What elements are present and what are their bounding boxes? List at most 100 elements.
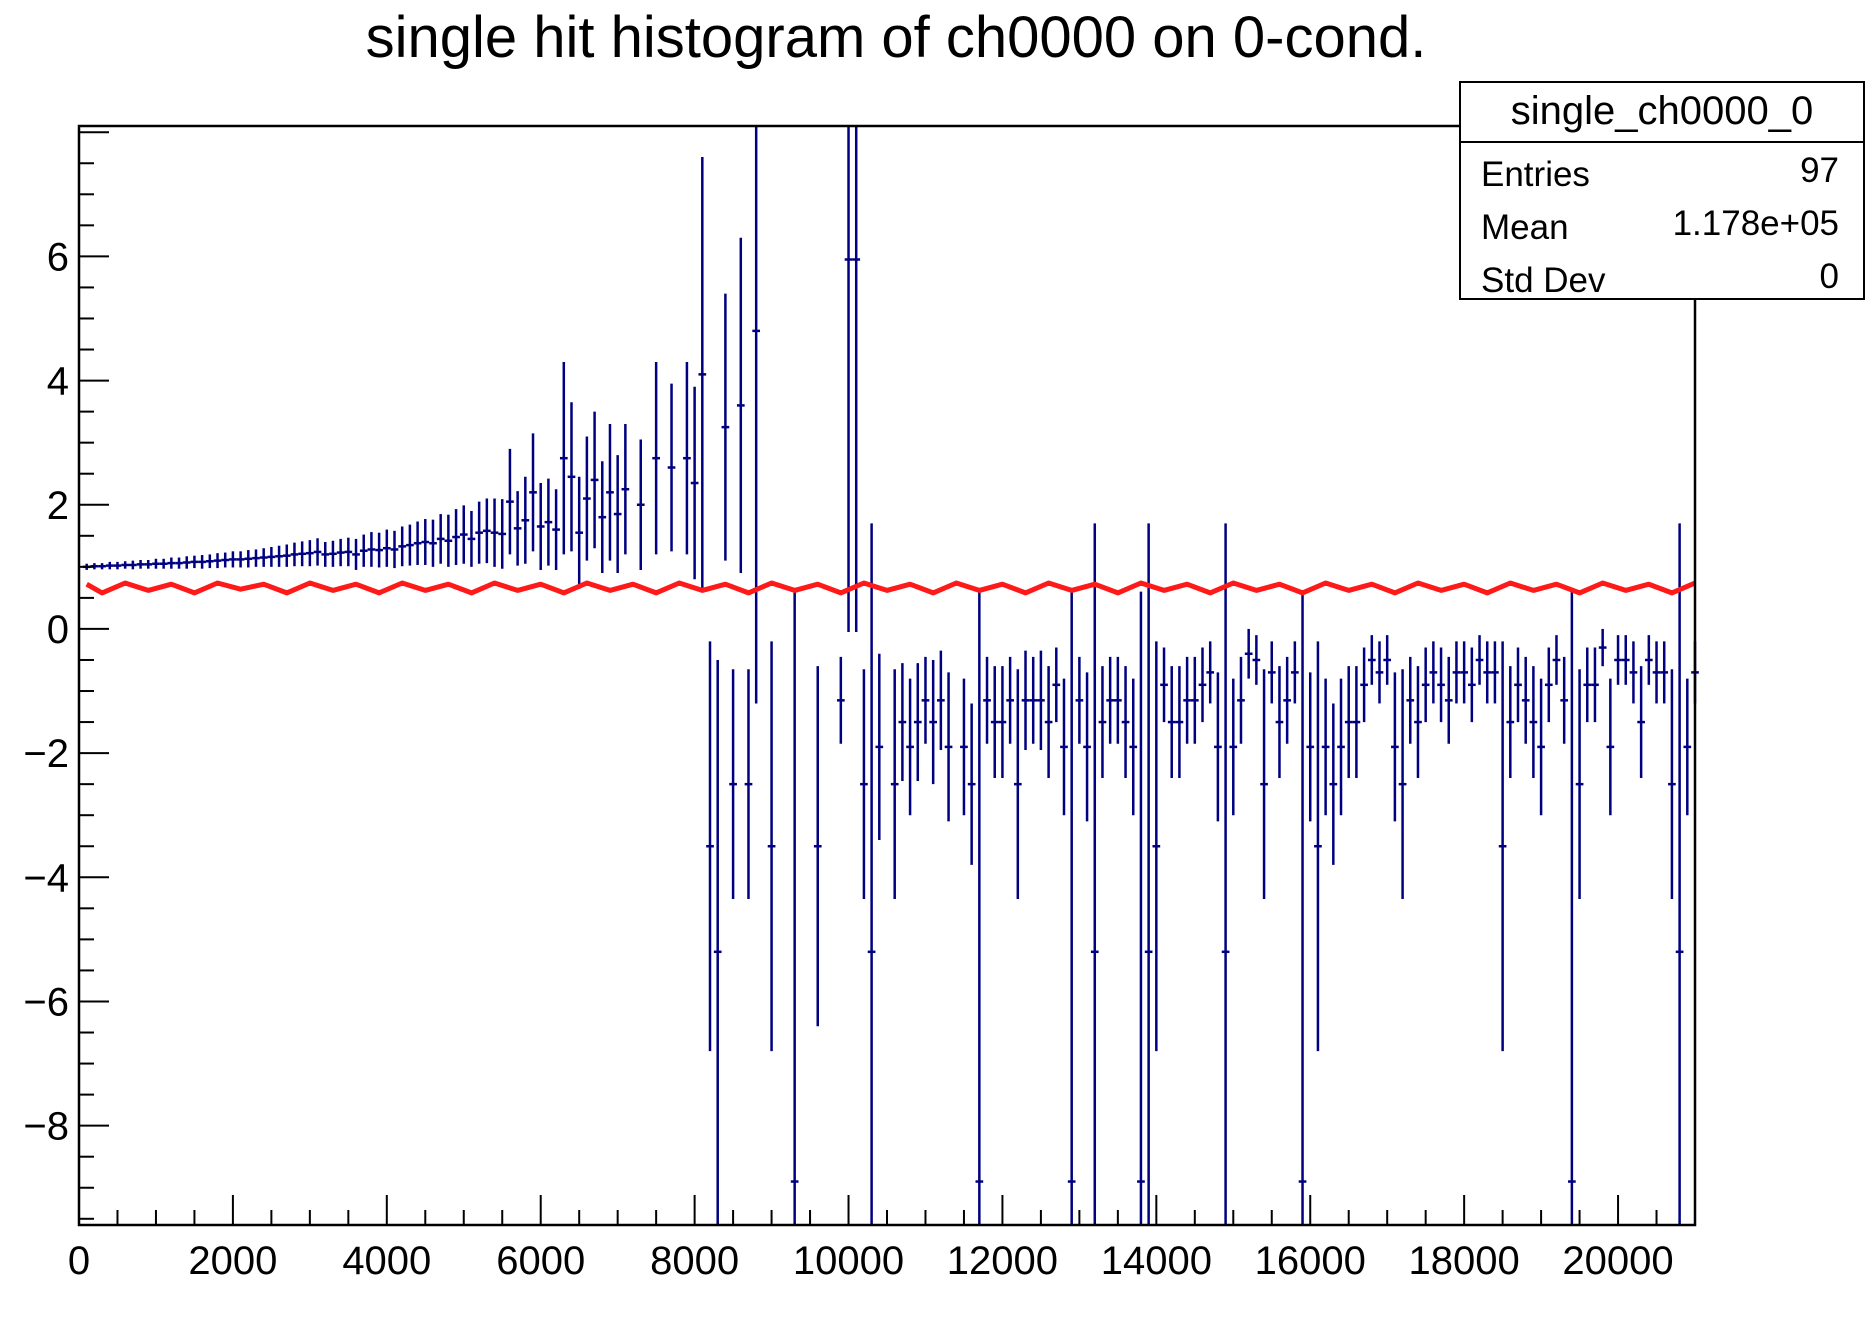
error-bar-point xyxy=(1660,641,1669,704)
error-bar-point xyxy=(367,532,376,567)
error-bar-point xyxy=(1144,523,1153,1225)
error-bar-point xyxy=(937,650,945,751)
error-bar-point xyxy=(1060,678,1068,816)
error-bar-point xyxy=(890,669,899,900)
error-bar-point xyxy=(344,537,353,567)
error-bar-point xyxy=(498,499,507,569)
error-bar-point xyxy=(306,540,314,567)
error-bar-point xyxy=(198,555,206,569)
error-bar-point xyxy=(1229,678,1238,816)
error-bar-point xyxy=(398,526,407,567)
chart-title: single hit histogram of ch0000 on 0-cond… xyxy=(365,5,1427,70)
error-bar-point xyxy=(259,548,268,567)
fit-line xyxy=(85,580,1696,596)
x-tick-label: 2000 xyxy=(188,1239,277,1283)
error-bar-point xyxy=(536,483,545,570)
error-bar-point xyxy=(1137,591,1145,1225)
error-bar-point xyxy=(1367,635,1376,685)
error-bar-point xyxy=(683,361,691,555)
error-bar-point xyxy=(1352,666,1361,778)
x-tick-label: 20000 xyxy=(1562,1239,1673,1283)
error-bar-point xyxy=(1483,641,1492,704)
data-layer xyxy=(82,126,1699,1225)
error-bar-point xyxy=(129,560,137,570)
error-bar-point xyxy=(1298,591,1307,1225)
error-bar-point xyxy=(1075,656,1084,744)
error-bar-point xyxy=(1090,523,1099,1225)
error-bar-point xyxy=(990,666,999,778)
error-bar-point xyxy=(1244,628,1253,679)
error-bar-point xyxy=(1175,666,1184,778)
error-bar-point xyxy=(1114,656,1122,744)
error-bar-point xyxy=(459,505,468,564)
error-bar-point xyxy=(1044,666,1053,778)
error-bar-point xyxy=(1475,635,1484,685)
error-bar-point xyxy=(713,659,722,1225)
x-tick-label: 4000 xyxy=(342,1239,431,1283)
error-bar-point xyxy=(767,641,776,1052)
error-bar-point xyxy=(382,529,391,567)
y-tick-label: −2 xyxy=(23,732,69,776)
error-bar-point xyxy=(275,545,283,567)
error-bar-point xyxy=(667,383,676,552)
error-bar-point xyxy=(1083,672,1091,822)
error-bar-point xyxy=(221,552,230,568)
error-bar-point xyxy=(1398,669,1407,900)
error-bar-point xyxy=(267,546,276,567)
error-bar-point xyxy=(513,491,522,566)
error-bar-point xyxy=(167,557,176,569)
error-bar-point xyxy=(1529,666,1538,778)
error-bar-point xyxy=(867,523,876,1225)
x-tick-label: 18000 xyxy=(1409,1239,1520,1283)
stats-box-title: single_ch0000_0 xyxy=(1461,83,1863,143)
error-bar-point xyxy=(452,509,460,565)
error-bar-point xyxy=(929,659,938,785)
error-bar-point xyxy=(1314,641,1322,1052)
error-bar-point xyxy=(406,524,414,566)
error-bar-point xyxy=(98,563,106,570)
error-bar-point xyxy=(721,293,730,561)
error-bar-point xyxy=(1098,666,1107,778)
error-bar-point xyxy=(1260,669,1268,900)
error-bar-point xyxy=(313,538,322,566)
error-bar-point xyxy=(1275,666,1284,778)
error-bar-point xyxy=(175,557,183,569)
stats-stddev-value: 0 xyxy=(1819,257,1839,296)
error-bar-point xyxy=(1206,641,1215,704)
error-bar-point xyxy=(575,476,584,589)
error-bar-point xyxy=(836,656,845,744)
error-bar-point xyxy=(613,455,622,574)
error-bar-point xyxy=(706,641,714,1052)
error-bar-point xyxy=(329,540,337,567)
error-bar-point xyxy=(1013,669,1022,900)
stats-row-stddev: Std Dev 0 xyxy=(1461,249,1863,302)
error-bar-point xyxy=(1129,678,1138,816)
error-bar-point xyxy=(290,542,299,567)
error-bar-point xyxy=(698,157,707,592)
error-bar-point xyxy=(413,521,422,565)
error-bar-point xyxy=(590,411,599,549)
error-bar-point xyxy=(475,501,483,564)
error-bar-point xyxy=(1021,650,1030,751)
stats-row-mean: Mean 1.178e+05 xyxy=(1461,196,1863,249)
error-bar-point xyxy=(390,530,399,569)
error-bar-point xyxy=(944,672,953,822)
error-bar-point xyxy=(1037,650,1045,751)
error-bar-point xyxy=(636,439,645,570)
error-bar-point xyxy=(1514,647,1522,723)
error-bar-point xyxy=(1629,641,1638,704)
error-bar-point xyxy=(1498,641,1507,1052)
plot-frame xyxy=(77,124,1697,1227)
x-tick-label: 10000 xyxy=(793,1239,904,1283)
error-bar-point xyxy=(121,561,130,569)
error-bar-point xyxy=(1421,647,1430,723)
error-bar-point xyxy=(1683,678,1692,816)
error-bar-point xyxy=(1583,647,1592,723)
error-bar-point xyxy=(1329,703,1338,865)
error-bar-point xyxy=(744,669,753,900)
error-bar-point xyxy=(998,666,1007,778)
error-bar-point xyxy=(652,361,660,555)
error-bar-point xyxy=(252,549,260,567)
axis-layer: 0 2000 4000 6000 8000 10000 12000 14000 16000 180… xyxy=(23,131,1696,1283)
error-bar-point xyxy=(336,538,345,567)
